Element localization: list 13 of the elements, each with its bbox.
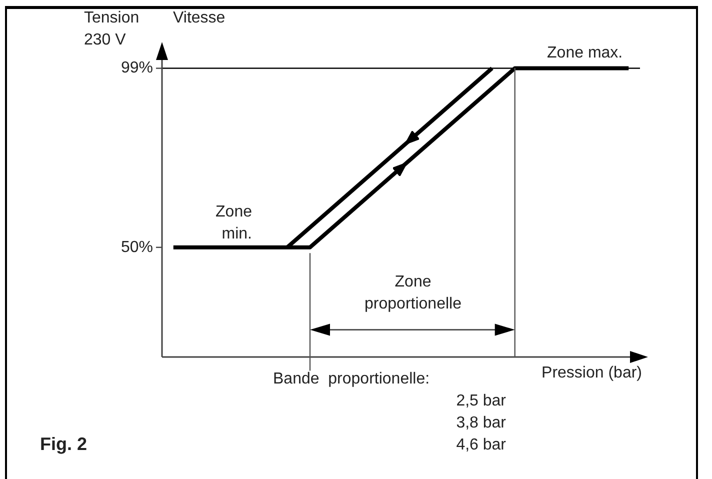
text: 2,5 bar bbox=[456, 392, 507, 410]
annotation: Zone proportionelle bbox=[364, 273, 462, 312]
annotation: Zone min. bbox=[216, 203, 252, 242]
y-axis-title: Vitesse bbox=[173, 9, 226, 26]
y-tick-label: 50% bbox=[120, 238, 153, 256]
x-axis-title: Pression (bar) bbox=[542, 364, 642, 382]
y-tick-label: 99% bbox=[120, 60, 153, 77]
caption: Fig. 2 bbox=[40, 434, 88, 454]
text: 3,8 bar bbox=[456, 414, 507, 432]
text: Bande proportionelle: bbox=[273, 370, 430, 388]
annotation: Zone max. bbox=[547, 44, 623, 62]
text: Tension 230 V bbox=[84, 9, 140, 48]
text: 4,6 bar bbox=[456, 436, 507, 454]
